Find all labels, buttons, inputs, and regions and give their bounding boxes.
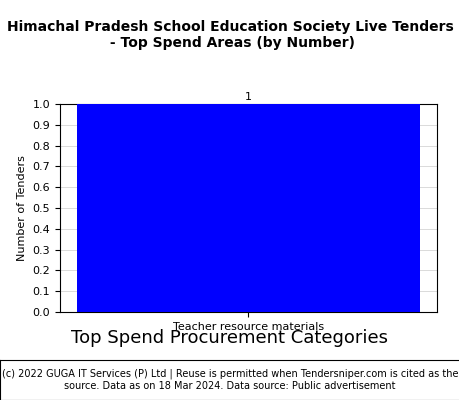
Text: Himachal Pradesh School Education Society Live Tenders
 - Top Spend Areas (by Nu: Himachal Pradesh School Education Societ… <box>6 20 453 50</box>
Text: (c) 2022 GUGA IT Services (P) Ltd | Reuse is permitted when Tendersniper.com is : (c) 2022 GUGA IT Services (P) Ltd | Reus… <box>2 369 457 391</box>
Text: 1: 1 <box>244 92 252 102</box>
Text: Top Spend Procurement Categories: Top Spend Procurement Categories <box>71 329 388 347</box>
Y-axis label: Number of Tenders: Number of Tenders <box>17 155 27 261</box>
